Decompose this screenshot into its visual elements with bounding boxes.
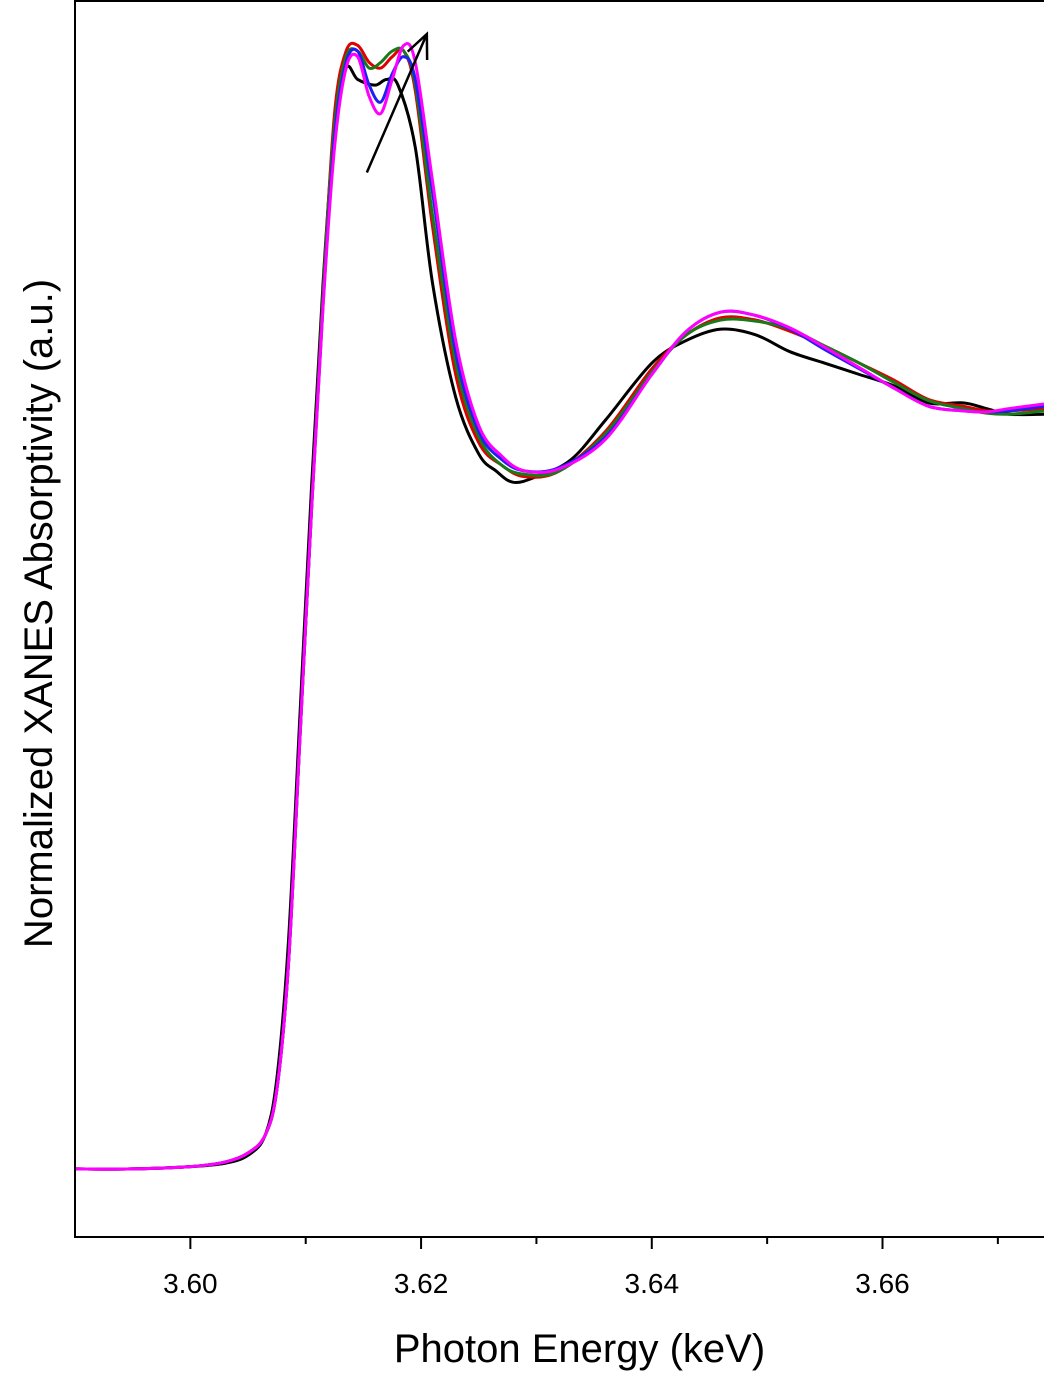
series-layer — [74, 41, 1044, 1171]
plot-frame — [74, 0, 1044, 1238]
x-tick-label: 3.66 — [855, 1268, 910, 1299]
y-axis-title: Normalized XANES Absorptivity (a.u.) — [17, 279, 61, 948]
axes-layer — [74, 0, 1044, 1238]
series-line-1 — [74, 64, 1044, 1171]
series-line-5 — [74, 42, 1044, 1171]
annotation-arrow-shaft — [365, 33, 428, 173]
x-tick-label: 3.62 — [394, 1268, 449, 1299]
series-line-3 — [74, 46, 1044, 1171]
x-tick-label: 3.60 — [163, 1268, 218, 1299]
annotation-layer — [365, 31, 429, 173]
series-line-4 — [74, 47, 1044, 1171]
x-ticks: 3.60 3.62 3.64 3.66 — [163, 1237, 999, 1299]
annotation-arrow-head — [406, 31, 429, 61]
series-line-2 — [74, 41, 1044, 1171]
x-axis-title: Photon Energy (keV) — [394, 1327, 765, 1371]
x-tick-label: 3.64 — [625, 1268, 680, 1299]
